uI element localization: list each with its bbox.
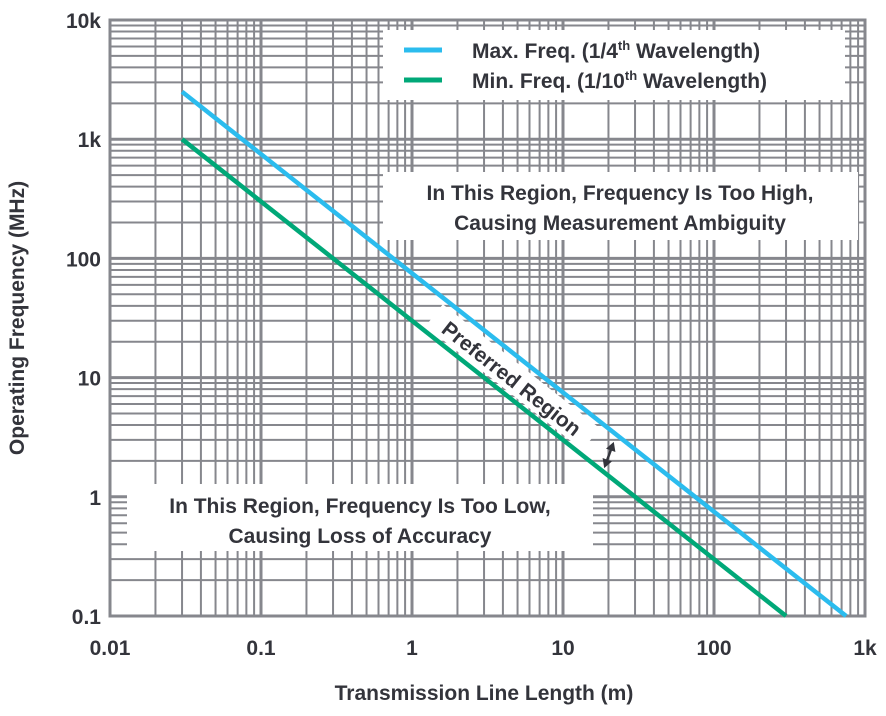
legend-label-max: Max. Freq. (1/4th Wavelength) — [472, 38, 760, 63]
y-axis-label: Operating Frequency (MHz) — [6, 181, 29, 455]
double-arrow-icon — [602, 441, 616, 469]
x-axis-label: Transmission Line Length (m) — [335, 682, 634, 705]
y-tick-label: 10 — [78, 368, 101, 391]
x-tick-label: 1k — [853, 637, 877, 660]
annotation-high-line1: In This Region, Frequency Is Too High, — [427, 182, 814, 205]
annotation-low-line1: In This Region, Frequency Is Too Low, — [169, 495, 551, 518]
annotation-low-line2: Causing Loss of Accuracy — [229, 525, 492, 548]
plot-frame — [108, 18, 867, 618]
series-line-max — [180, 89, 848, 618]
annotation-high: In This Region, Frequency Is Too High, C… — [383, 172, 858, 240]
x-tick-label: 0.01 — [90, 637, 131, 660]
series-line-min — [180, 137, 788, 618]
y-tick-label: 0.1 — [72, 606, 102, 629]
series-lines — [180, 89, 848, 618]
x-tick-label: 100 — [696, 637, 731, 660]
annotation-low: In This Region, Frequency Is Too Low, Ca… — [127, 484, 593, 551]
legend-label-min: Min. Freq. (1/10th Wavelength) — [472, 68, 767, 93]
y-tick-label: 1k — [78, 129, 102, 152]
annotation-high-line2: Causing Measurement Ambiguity — [454, 212, 786, 235]
y-tick-label: 1 — [89, 487, 101, 510]
tick-labels: 0.01 0.1 1 10 100 1k 0.1 1 10 100 1k 10k — [66, 10, 877, 660]
x-tick-label: 0.1 — [246, 637, 276, 660]
legend: Max. Freq. (1/4th Wavelength) Min. Freq.… — [383, 30, 845, 100]
x-tick-label: 10 — [551, 637, 574, 660]
y-tick-label: 100 — [66, 248, 101, 271]
x-tick-label: 1 — [406, 637, 418, 660]
y-tick-label: 10k — [66, 10, 101, 33]
legend-box — [383, 30, 845, 100]
